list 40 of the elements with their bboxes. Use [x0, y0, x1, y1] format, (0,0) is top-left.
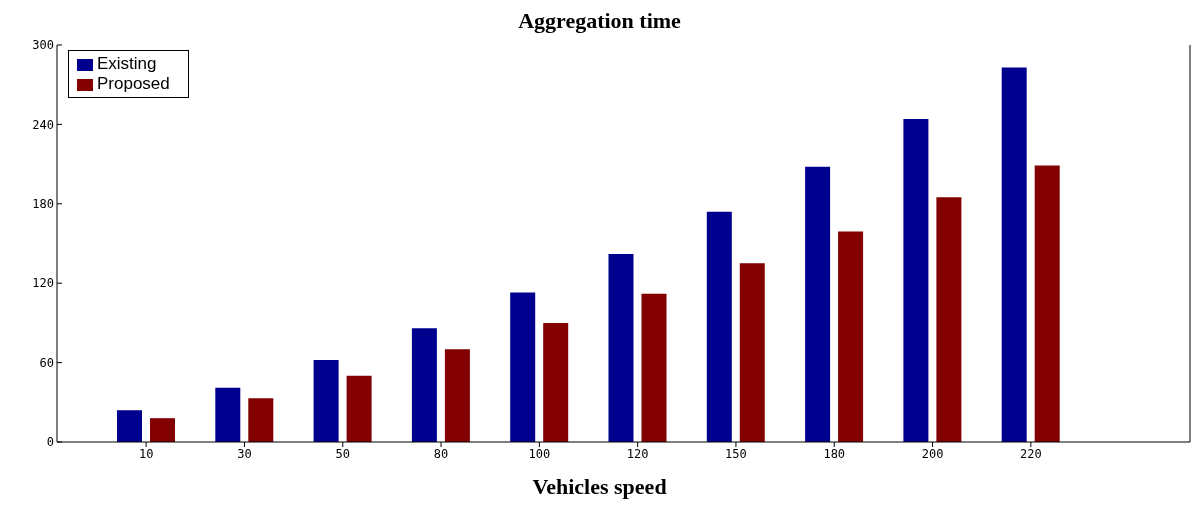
bar: [411, 328, 437, 442]
bar: [444, 349, 470, 442]
y-tick-label: 300: [32, 38, 54, 53]
bar: [706, 211, 732, 442]
bar: [313, 359, 339, 442]
x-tick-label: 180: [823, 446, 846, 461]
x-tick-label: 150: [725, 446, 747, 461]
y-tick-label: 120: [32, 276, 54, 291]
chart-title: Aggregation time: [517, 8, 682, 34]
legend-label: Existing: [97, 54, 157, 73]
x-tick-label: 30: [237, 446, 252, 461]
bar: [838, 231, 864, 442]
bar: [1001, 67, 1027, 442]
x-tick-label: 80: [433, 446, 449, 461]
x-tick-label: 120: [626, 446, 649, 461]
bar: [608, 254, 634, 442]
y-tick-label: 60: [39, 355, 54, 370]
x-tick-label: 10: [138, 446, 154, 461]
bar: [805, 166, 831, 442]
bar: [543, 322, 569, 442]
bar: [215, 387, 241, 442]
legend-label: Proposed: [97, 74, 170, 93]
bar: [1034, 165, 1060, 442]
bar: [510, 292, 536, 442]
bar: [739, 263, 765, 442]
y-tick-label: 0: [46, 435, 54, 450]
bar: [936, 197, 962, 442]
y-tick-label: 240: [32, 117, 54, 132]
bar: [150, 418, 175, 442]
x-tick-label: 100: [528, 446, 551, 461]
bar: [117, 410, 142, 442]
y-tick-label: 180: [32, 197, 54, 212]
bar: [641, 293, 667, 442]
bar: [346, 375, 372, 442]
x-tick-label: 200: [921, 446, 944, 461]
x-tick-label: 220: [1020, 446, 1042, 461]
x-axis-title: Vehicles speed: [531, 474, 668, 500]
bar: [903, 119, 929, 442]
bar: [248, 398, 274, 442]
x-tick-label: 50: [335, 446, 350, 461]
